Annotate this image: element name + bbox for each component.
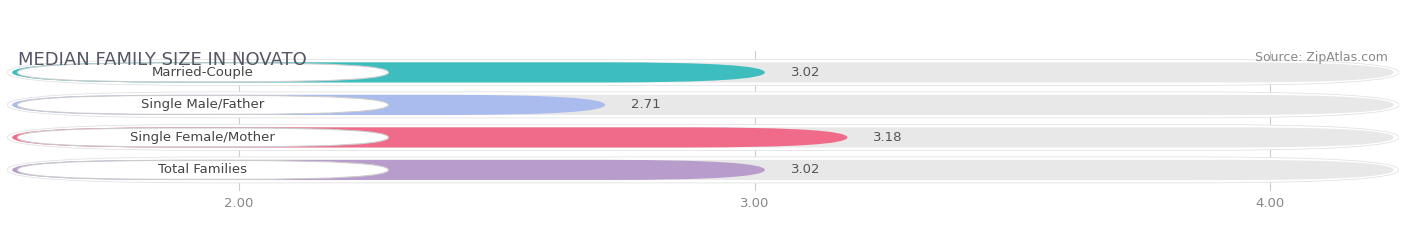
Text: Total Families: Total Families: [159, 163, 247, 176]
FancyBboxPatch shape: [13, 127, 1393, 147]
FancyBboxPatch shape: [13, 62, 765, 82]
FancyBboxPatch shape: [13, 127, 848, 147]
FancyBboxPatch shape: [13, 160, 1393, 180]
FancyBboxPatch shape: [7, 92, 1399, 118]
Text: Source: ZipAtlas.com: Source: ZipAtlas.com: [1256, 51, 1388, 64]
Text: Married-Couple: Married-Couple: [152, 66, 254, 79]
Text: 3.02: 3.02: [790, 163, 820, 176]
FancyBboxPatch shape: [13, 95, 1393, 115]
Text: Single Male/Father: Single Male/Father: [142, 98, 264, 111]
FancyBboxPatch shape: [17, 63, 388, 82]
FancyBboxPatch shape: [7, 59, 1399, 86]
FancyBboxPatch shape: [7, 124, 1399, 151]
Text: 2.71: 2.71: [631, 98, 661, 111]
Text: 3.02: 3.02: [790, 66, 820, 79]
FancyBboxPatch shape: [13, 95, 605, 115]
FancyBboxPatch shape: [17, 161, 388, 179]
FancyBboxPatch shape: [17, 128, 388, 147]
Text: Single Female/Mother: Single Female/Mother: [131, 131, 276, 144]
FancyBboxPatch shape: [17, 96, 388, 114]
Text: MEDIAN FAMILY SIZE IN NOVATO: MEDIAN FAMILY SIZE IN NOVATO: [18, 51, 307, 69]
FancyBboxPatch shape: [13, 160, 765, 180]
Text: 3.18: 3.18: [873, 131, 903, 144]
FancyBboxPatch shape: [7, 157, 1399, 183]
FancyBboxPatch shape: [13, 62, 1393, 82]
